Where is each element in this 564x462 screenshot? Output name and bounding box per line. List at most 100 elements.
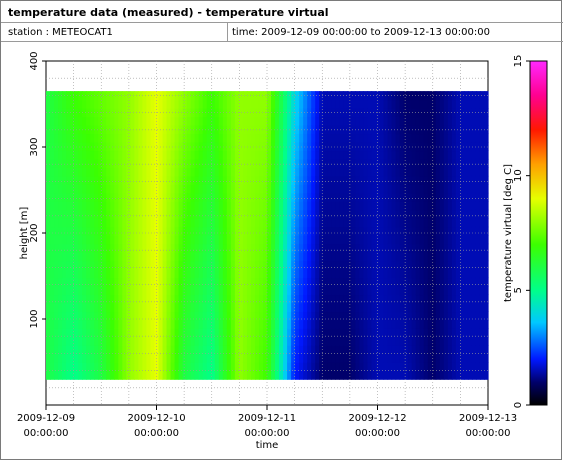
heatmap-cell [367,311,373,321]
heatmap-cell [54,294,59,304]
heatmap-cell [166,175,172,185]
heatmap-cell [218,370,224,380]
heatmap-cell [130,260,135,270]
heatmap-cell [415,91,421,101]
heatmap-cell [315,235,320,245]
heatmap-cell [367,285,373,296]
heatmap-cell [78,192,83,202]
heatmap-cell [230,99,236,109]
heatmap-cell [479,116,485,126]
heatmap-cell [222,311,228,321]
heatmap-cell [435,124,441,135]
heatmap-cell [411,192,417,202]
heatmap-cell [150,260,156,270]
heatmap-cell [287,345,292,355]
heatmap-cell [355,124,361,135]
heatmap-cell [435,167,441,177]
heatmap-cell [90,124,95,135]
heatmap-cell [186,192,192,202]
heatmap-cell [242,116,248,126]
heatmap-cell [415,108,421,118]
heatmap-cell [170,345,176,355]
heatmap-cell [339,184,344,194]
heatmap-cell [395,226,401,236]
heatmap-cell [86,311,91,321]
heatmap-cell [431,133,437,143]
heatmap-cell [198,311,204,321]
heatmap-cell [287,158,292,168]
heatmap-cell [86,184,91,194]
heatmap-cell [182,269,188,279]
heatmap-cell [198,158,204,168]
heatmap-cell [218,124,224,135]
heatmap-cell [62,336,67,346]
heatmap-cell [238,252,244,262]
heatmap-cell [339,192,344,202]
heatmap-cell [423,218,429,228]
heatmap-cell [154,91,160,101]
heatmap-cell [287,218,292,228]
heatmap-cell [387,226,393,236]
heatmap-cell [54,285,59,296]
heatmap-cell [74,167,79,177]
heatmap-cell [283,116,288,126]
heatmap-cell [118,252,123,262]
heatmap-cell [431,285,437,296]
heatmap-cell [98,209,103,219]
heatmap-cell [339,201,344,211]
heatmap-cell [351,269,356,279]
heatmap-cell [174,260,180,270]
heatmap-cell [419,328,425,338]
heatmap-cell [254,285,260,296]
heatmap-cell [411,133,417,143]
heatmap-cell [435,158,441,168]
heatmap-cell [238,218,244,228]
heatmap-cell [459,285,465,296]
heatmap-cell [102,218,107,228]
heatmap-cell [178,370,184,380]
heatmap-cell [106,141,111,152]
heatmap-cell [315,362,320,372]
heatmap-cell [226,235,232,245]
heatmap-cell [455,167,461,177]
heatmap-cell [483,370,489,380]
heatmap-cell [90,235,95,245]
heatmap-cell [439,141,445,152]
heatmap-cell [214,345,220,355]
heatmap-cell [319,362,324,372]
heatmap-cell [447,260,453,270]
heatmap-cell [315,252,320,262]
heatmap-cell [403,336,409,346]
heatmap-cell [423,269,429,279]
heatmap-cell [311,294,316,304]
heatmap-cell [279,285,284,296]
heatmap-cell [50,167,55,177]
heatmap-cell [258,218,264,228]
heatmap-cell [106,175,111,185]
heatmap-cell [138,319,144,329]
heatmap-cell [90,167,95,177]
heatmap-cell [343,252,348,262]
heatmap-cell [186,226,192,236]
heatmap-cell [291,362,296,372]
heatmap-cell [407,302,413,313]
heatmap-cell [110,269,115,279]
heatmap-cell [66,91,71,101]
heatmap-cell [343,124,348,135]
heatmap-cell [206,141,212,152]
x-tick-date: 2009-12-12 [348,413,406,424]
heatmap-cell [150,116,156,126]
heatmap-cell [66,294,71,304]
heatmap-cell [359,302,365,313]
heatmap-cell [323,277,328,287]
heatmap-cell [82,362,87,372]
heatmap-cell [311,235,316,245]
heatmap-cell [182,311,188,321]
heatmap-cell [134,362,140,372]
heatmap-cell [210,218,216,228]
heatmap-cell [170,167,176,177]
heatmap-cell [427,285,433,296]
heatmap-cell [254,336,260,346]
heatmap-cell [78,302,83,313]
heatmap-cell [455,353,461,363]
